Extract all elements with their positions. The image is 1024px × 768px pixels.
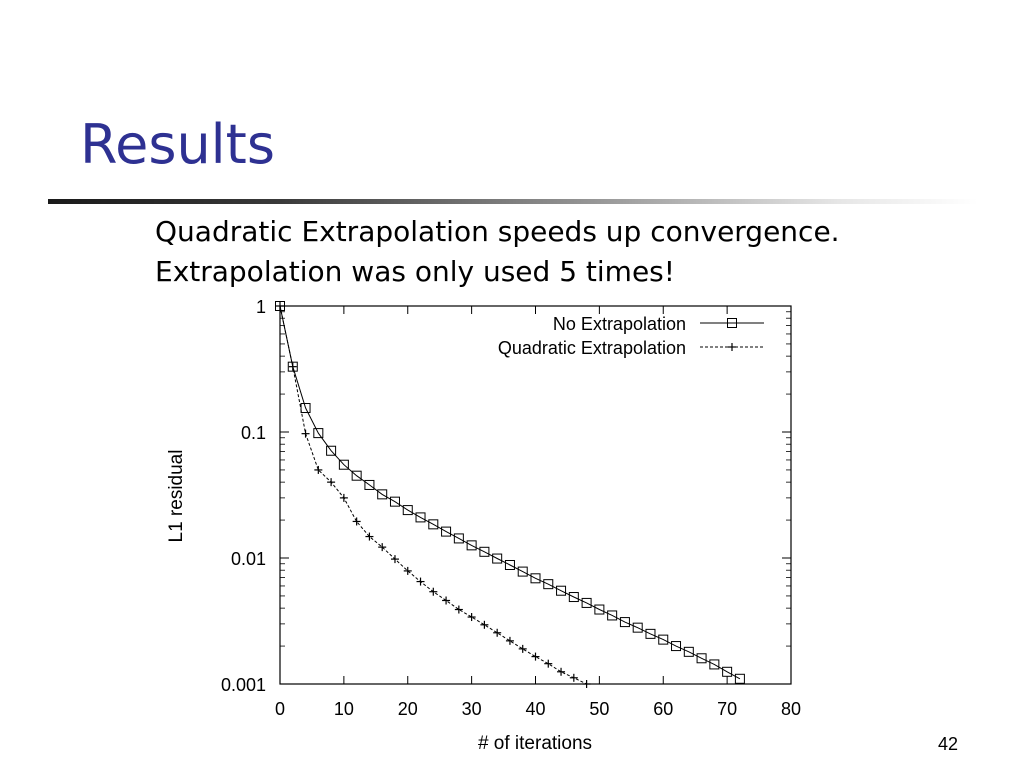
data-point [416, 577, 425, 586]
data-point [658, 634, 669, 645]
bullet-line-2: Extrapolation was only used 5 times! [155, 255, 675, 288]
data-point [428, 519, 439, 530]
data-point [492, 553, 503, 564]
data-point [429, 587, 438, 596]
data-point [722, 666, 733, 677]
x-tick-label: 30 [462, 699, 482, 719]
data-point [734, 673, 745, 684]
series-quadratic-extrapolation [276, 302, 591, 688]
x-tick-label: 50 [589, 699, 609, 719]
data-point [568, 592, 579, 603]
series-line [279, 305, 741, 680]
y-tick-label: 1 [256, 297, 266, 317]
data-point [301, 429, 310, 438]
data-point [378, 543, 387, 552]
data-point [581, 597, 592, 608]
x-tick-label: 40 [525, 699, 545, 719]
y-tick-label: 0.1 [241, 423, 266, 443]
slide-title: Results [80, 113, 275, 176]
data-point [339, 493, 348, 502]
data-point [594, 604, 605, 615]
data-point [671, 641, 682, 652]
data-point [493, 628, 502, 637]
data-point [544, 659, 553, 668]
data-point [569, 673, 578, 682]
data-point [466, 540, 477, 551]
title-divider [48, 199, 978, 204]
x-tick-label: 10 [334, 699, 354, 719]
data-point [327, 478, 336, 487]
data-point [531, 652, 540, 661]
legend-label: Quadratic Extrapolation [498, 338, 686, 358]
series-line [279, 305, 587, 685]
data-point [276, 302, 284, 310]
data-point [314, 465, 323, 474]
data-point [480, 620, 489, 629]
data-point [518, 644, 527, 653]
data-point [454, 605, 463, 614]
data-point [517, 566, 528, 577]
data-point [338, 459, 349, 470]
data-point [632, 622, 643, 633]
x-tick-label: 80 [781, 699, 801, 719]
data-point [287, 361, 298, 372]
data-point [607, 610, 618, 621]
data-point [402, 505, 413, 516]
y-tick-label: 0.01 [231, 549, 266, 569]
data-point [556, 585, 567, 596]
legend-label: No Extrapolation [553, 314, 686, 334]
legend: No Extrapolation Quadratic Extrapolation [498, 314, 764, 358]
plot-frame [279, 305, 792, 685]
data-point [364, 479, 375, 490]
data-point [351, 470, 362, 481]
data-point [352, 517, 361, 526]
data-point [288, 362, 297, 371]
x-tick-label: 60 [653, 699, 673, 719]
data-point [557, 667, 566, 676]
data-point [543, 579, 554, 590]
x-tick-label: 20 [398, 699, 418, 719]
series-no-extrapolation [275, 301, 745, 684]
data-point [645, 628, 656, 639]
axis-ticks: 0 10 20 30 40 50 60 70 80 1 0.1 0.01 0.001 [221, 297, 801, 719]
data-point [504, 559, 515, 570]
data-point [313, 428, 324, 439]
data-point [582, 680, 591, 688]
data-point [441, 526, 452, 537]
x-axis-label: # of iterations [478, 733, 592, 754]
series-layer [275, 301, 745, 688]
legend-marker [728, 343, 736, 351]
data-point [442, 596, 451, 605]
legend-marker [727, 318, 737, 328]
data-point [709, 659, 720, 670]
data-point [619, 617, 630, 628]
data-point [479, 546, 490, 557]
data-point [453, 533, 464, 544]
x-tick-label: 70 [717, 699, 737, 719]
data-point [696, 653, 707, 664]
data-point [390, 555, 399, 564]
data-point [326, 445, 337, 456]
x-tick-label: 0 [275, 699, 285, 719]
data-point [365, 532, 374, 541]
plot-border [279, 305, 792, 685]
y-tick-label: 0.001 [221, 675, 266, 695]
data-point [377, 489, 388, 500]
data-point [403, 566, 412, 575]
page-number: 42 [938, 734, 959, 754]
data-point [530, 573, 541, 584]
data-point [505, 636, 514, 645]
data-point [415, 512, 426, 523]
data-point [389, 496, 400, 507]
bullet-line-1: Quadratic Extrapolation speeds up conver… [155, 215, 840, 248]
data-point [467, 613, 476, 622]
data-point [683, 646, 694, 657]
data-point [300, 403, 311, 414]
y-axis-label: L1 residual [166, 450, 187, 543]
data-point [275, 301, 285, 311]
